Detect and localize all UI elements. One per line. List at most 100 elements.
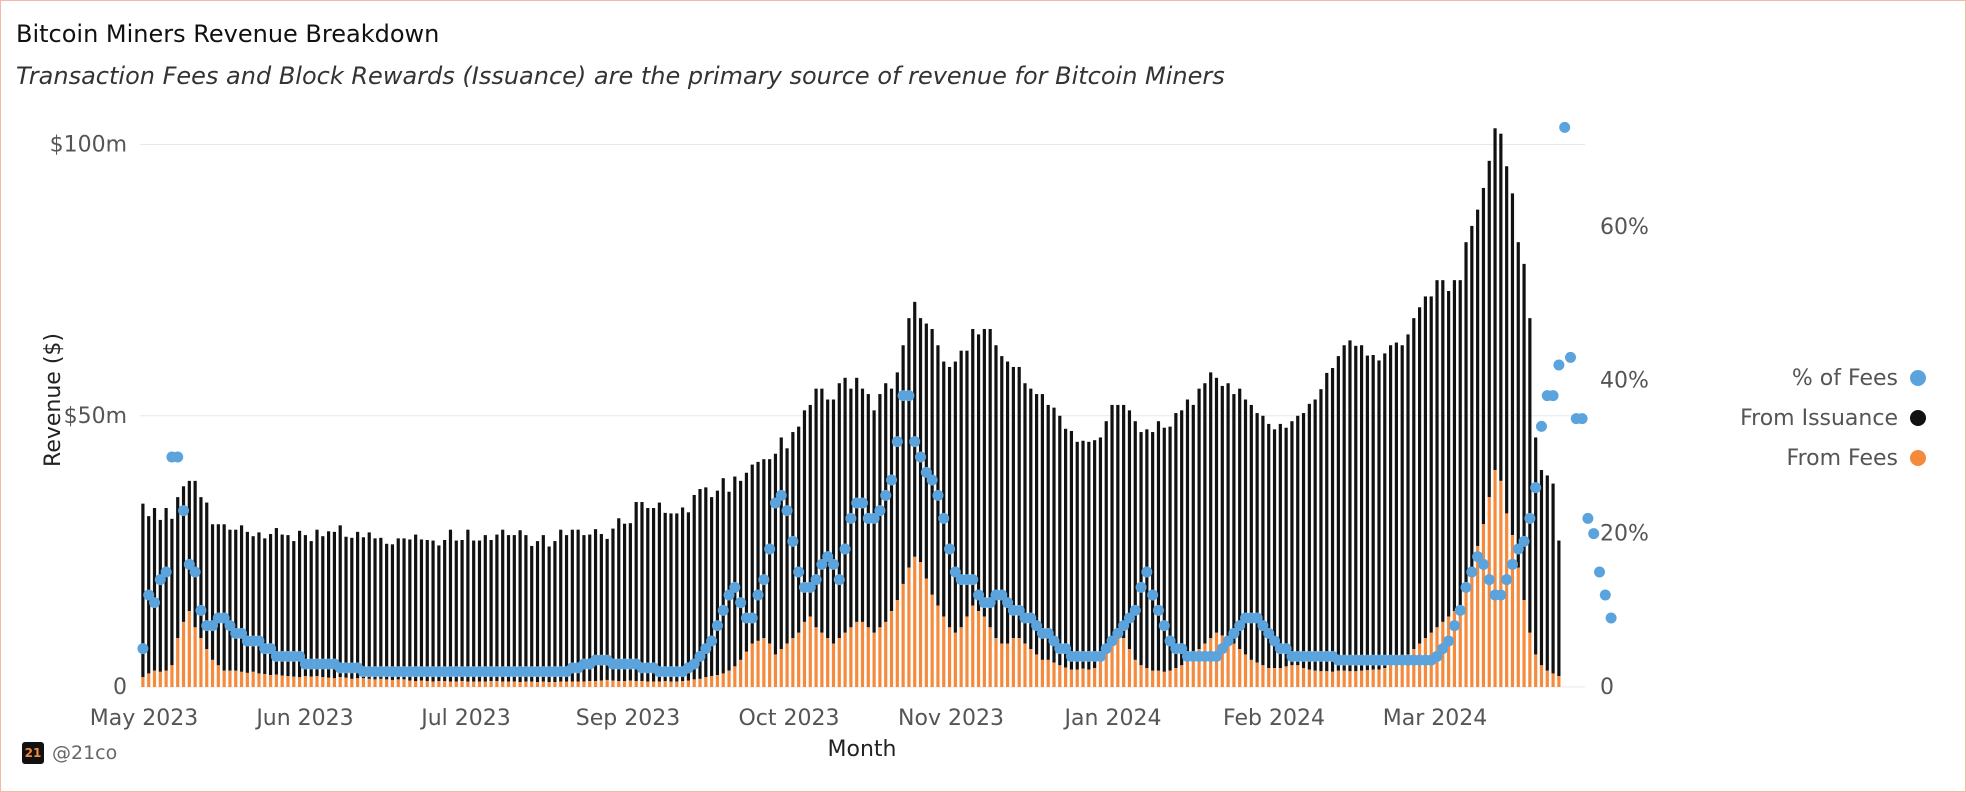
issuance-bar	[1046, 404, 1050, 660]
footer-handle[interactable]: @21co	[52, 742, 118, 764]
fees-bar	[472, 681, 476, 687]
issuance-bar	[773, 453, 778, 655]
legend-item-fees[interactable]: From Fees	[1740, 438, 1926, 478]
fees-bar	[356, 678, 360, 687]
fees-bar	[158, 671, 162, 687]
fees-bar	[1522, 600, 1526, 687]
fee-pct-point	[1106, 635, 1118, 647]
issuance-bar	[721, 478, 725, 674]
fee-pct-point	[769, 497, 781, 509]
issuance-bar	[193, 480, 197, 628]
fees-bar	[576, 681, 580, 687]
fee-pct-point	[1547, 390, 1559, 402]
issuance-bar	[181, 486, 186, 622]
issuance-bar	[976, 334, 981, 612]
issuance-bar	[814, 388, 818, 628]
issuance-bar	[158, 519, 162, 672]
issuance-bar	[448, 529, 453, 682]
bar-series	[141, 128, 1561, 687]
fee-pct-point	[822, 551, 834, 563]
fees-bar	[228, 670, 232, 687]
fees-bar	[280, 675, 284, 687]
fees-bar	[1162, 671, 1166, 687]
fee-pct-point	[1135, 581, 1147, 593]
fees-bar	[181, 621, 186, 687]
issuance-bar	[1052, 407, 1056, 663]
fee-pct-points	[137, 121, 1617, 678]
issuance-bar	[367, 532, 371, 679]
issuance-bar	[419, 539, 424, 681]
fee-pct-point	[189, 566, 201, 578]
issuance-bar	[1336, 356, 1340, 671]
fee-pct-point	[1501, 574, 1513, 586]
legend-item-issuance[interactable]: From Issuance	[1740, 398, 1926, 438]
fee-pct-point	[920, 466, 932, 478]
issuance-bar	[1110, 404, 1114, 639]
fees-bar	[1493, 470, 1497, 687]
fee-pct-point	[1437, 643, 1449, 655]
issuance-bar	[1476, 209, 1480, 546]
issuance-bar	[1307, 403, 1311, 670]
x-tick-label: Jun 2023	[254, 706, 353, 731]
issuance-bar	[1029, 388, 1033, 650]
issuance-bar	[228, 529, 232, 671]
legend-item-fee-pct[interactable]: % of Fees	[1740, 358, 1926, 398]
fee-pct-point	[183, 558, 195, 570]
fees-bar	[1313, 670, 1317, 687]
fees-bar	[251, 671, 255, 687]
issuance-bar	[1243, 399, 1248, 655]
fee-pct-point	[1269, 635, 1281, 647]
legend-dot-fees	[1910, 450, 1926, 466]
fee-pct-point	[845, 512, 857, 524]
fee-pct-point	[1512, 543, 1524, 555]
fee-pct-point	[1506, 558, 1518, 570]
issuance-bar	[1261, 415, 1265, 666]
issuance-bar	[1342, 345, 1346, 671]
fees-bar	[245, 672, 249, 687]
fee-pct-point	[1257, 620, 1269, 632]
issuance-bar	[1359, 345, 1364, 671]
fees-bar	[1278, 668, 1282, 687]
fees-bar	[837, 638, 841, 687]
issuance-bar	[280, 534, 284, 676]
issuance-bar	[315, 529, 319, 677]
issuance-bar	[524, 535, 528, 682]
issuance-bar	[292, 541, 296, 677]
fee-pct-point	[154, 574, 166, 586]
fees-bar	[1122, 638, 1126, 687]
issuance-bar	[1301, 413, 1306, 669]
fees-bar	[1081, 668, 1085, 687]
fees-bar	[1110, 638, 1114, 687]
issuance-bar	[785, 448, 789, 644]
fees-bar	[971, 605, 975, 687]
issuance-bar	[936, 345, 940, 606]
issuance-bar	[739, 480, 743, 660]
chart-subtitle: Transaction Fees and Block Rewards (Issu…	[16, 62, 1225, 90]
issuance-bar	[1220, 385, 1224, 636]
fees-bar	[431, 681, 435, 687]
fees-bar	[692, 679, 696, 687]
fees-bar	[1058, 665, 1062, 687]
fees-bar	[512, 681, 516, 687]
fees-bar	[1011, 638, 1015, 687]
issuance-bar	[1127, 410, 1132, 650]
issuance-bar	[1174, 413, 1178, 669]
fees-bar	[1249, 659, 1253, 687]
issuance-bar	[1098, 437, 1103, 660]
fees-bar	[390, 679, 395, 687]
fees-bar	[1139, 665, 1143, 687]
fees-bar	[559, 681, 563, 687]
y-right-tick-label: 40%	[1600, 368, 1649, 393]
issuance-bar	[1290, 421, 1294, 666]
fee-pct-point	[781, 505, 793, 517]
fees-bar	[1447, 616, 1451, 687]
fees-bar	[1307, 669, 1311, 687]
issuance-bar	[1429, 296, 1433, 633]
fees-bar	[1156, 670, 1161, 687]
fees-bar	[634, 681, 638, 687]
issuance-bar	[187, 480, 191, 612]
y-left-tick-label: $50m	[64, 404, 127, 429]
fees-bar	[1400, 659, 1404, 687]
fees-bar	[506, 681, 511, 687]
fee-pct-point	[1025, 612, 1037, 624]
